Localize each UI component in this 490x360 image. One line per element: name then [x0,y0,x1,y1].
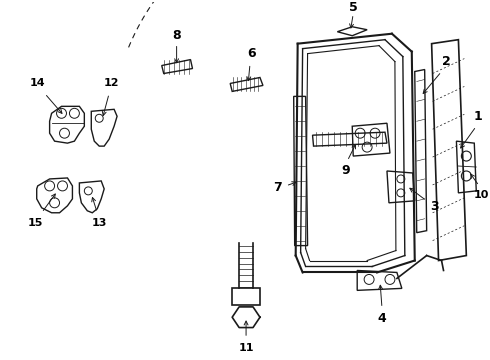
Text: 7: 7 [273,181,282,194]
Text: 9: 9 [341,165,349,177]
Text: 1: 1 [474,110,483,123]
Text: 12: 12 [103,78,119,89]
Text: 2: 2 [442,55,451,68]
Text: 8: 8 [172,29,181,42]
Text: 14: 14 [30,78,46,89]
Text: 5: 5 [349,1,358,14]
Text: 6: 6 [248,47,256,60]
Text: 4: 4 [378,312,387,325]
Text: 13: 13 [92,218,107,228]
Text: 3: 3 [430,200,439,213]
Text: 11: 11 [238,343,254,353]
Text: 10: 10 [473,190,489,200]
Text: 15: 15 [28,218,44,228]
